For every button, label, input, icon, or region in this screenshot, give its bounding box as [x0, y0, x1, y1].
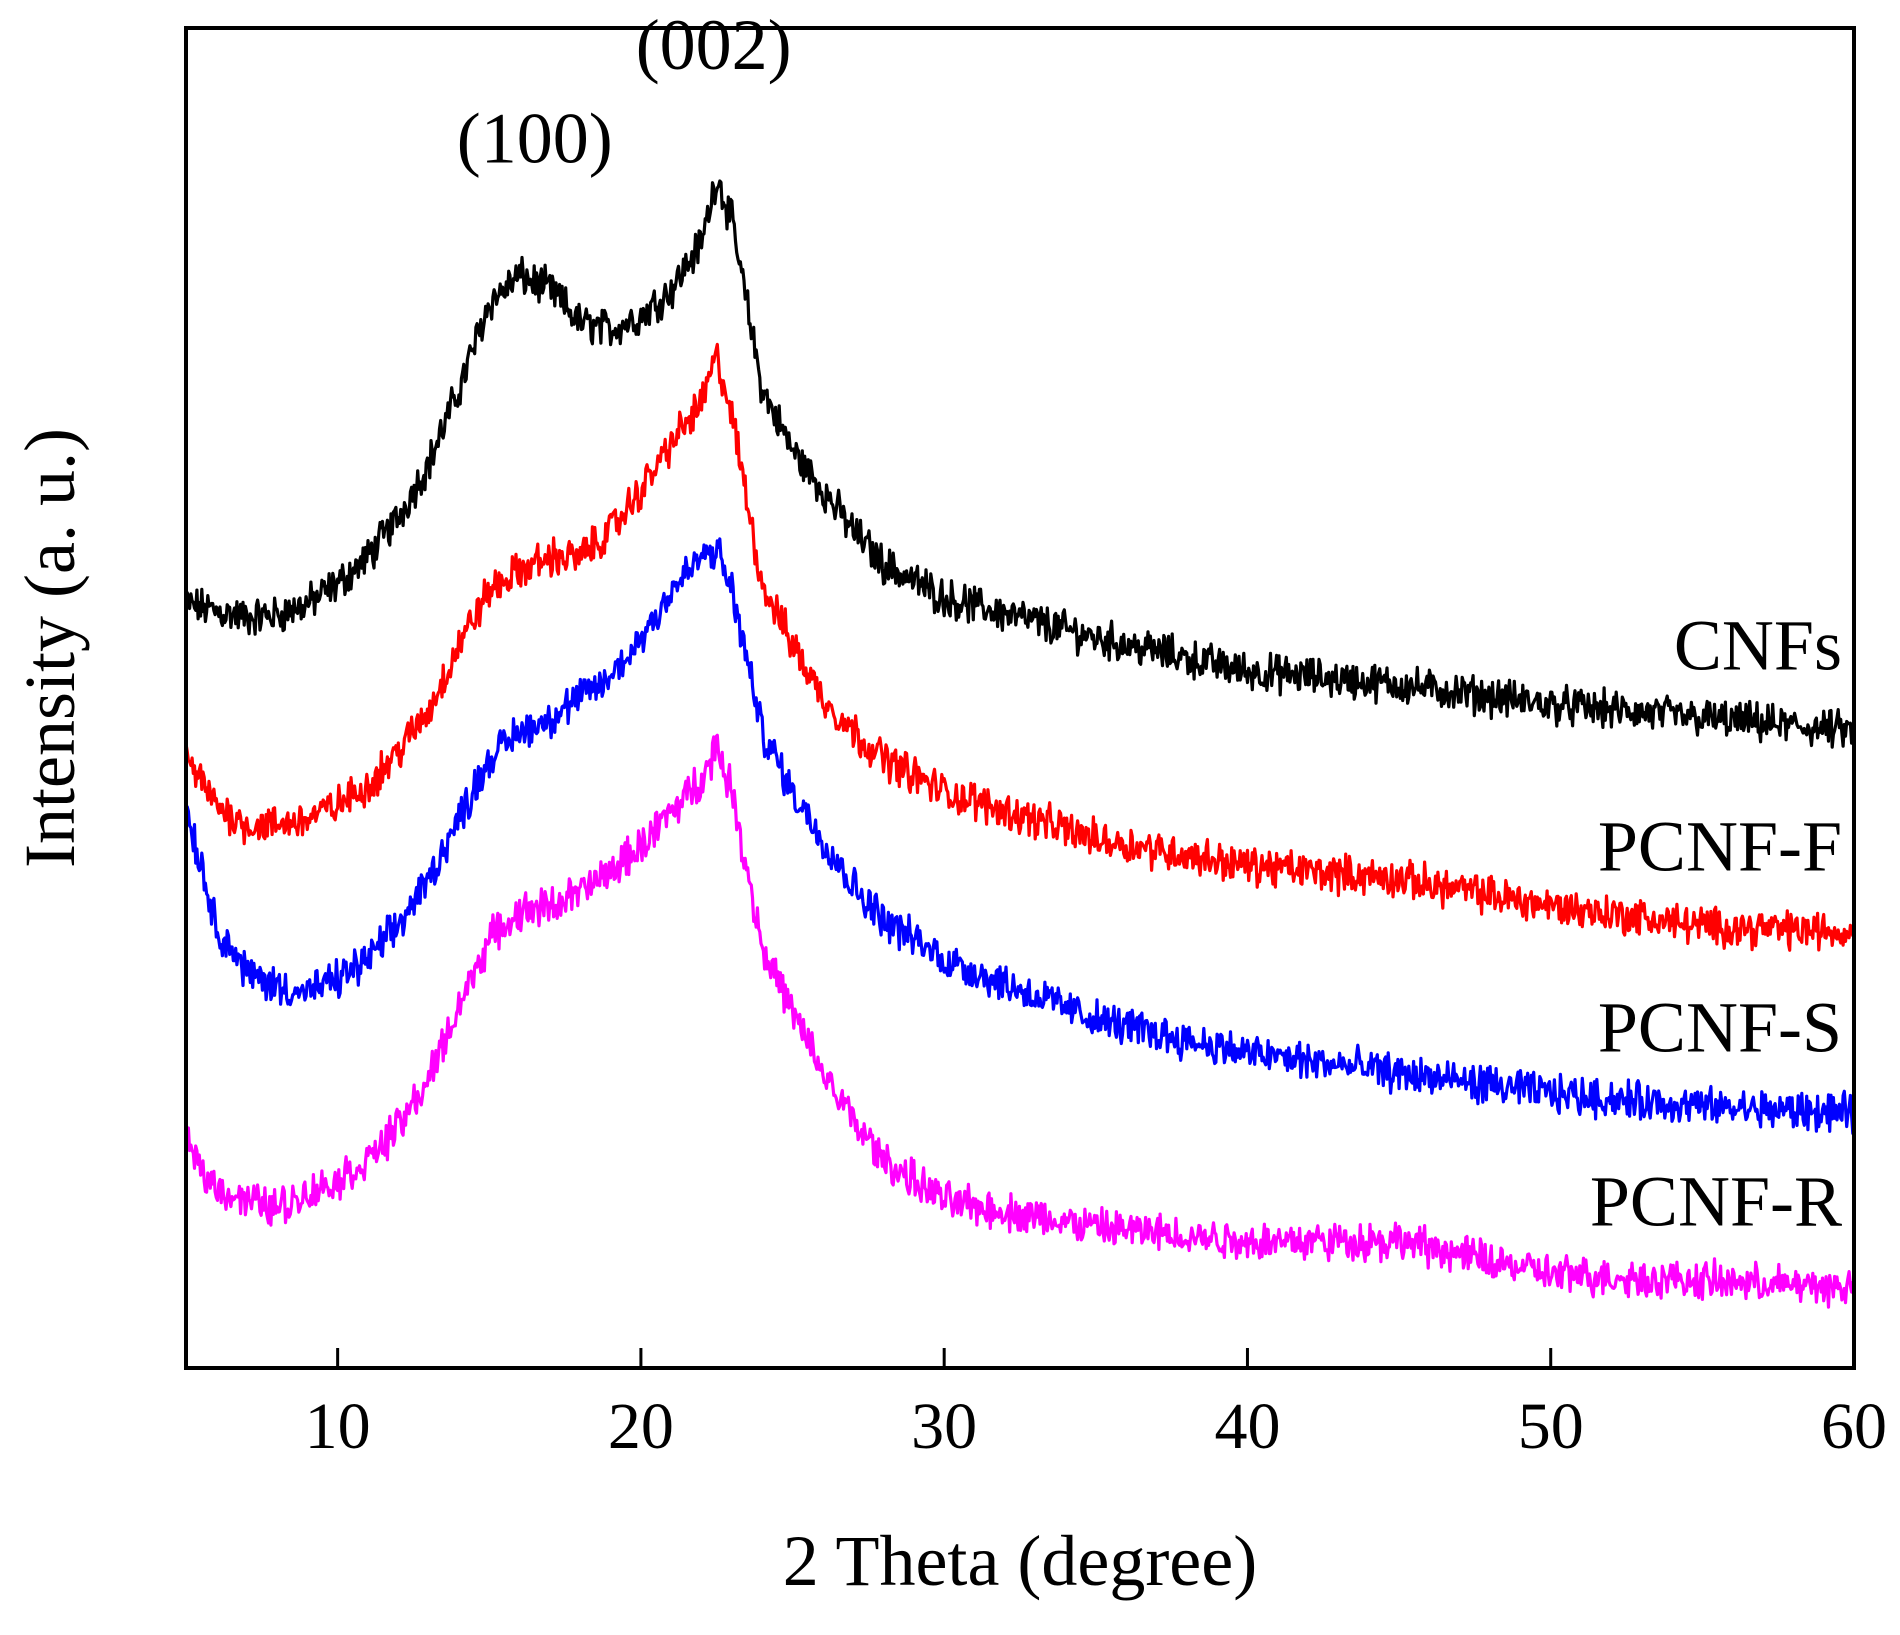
series-label-pcnf-r: PCNF-R	[1590, 1162, 1842, 1242]
peak-annotations: (100) (002)	[457, 5, 792, 179]
x-axis-title: 2 Theta (degree)	[783, 1521, 1257, 1601]
series-line-pcnf-f	[184, 342, 1855, 952]
x-tick-label: 40	[1214, 1390, 1280, 1463]
x-axis-ticks: 10 20 30 40 50 60	[305, 1348, 1887, 1463]
peak-annotation: (002)	[636, 5, 792, 85]
x-tick-label: 30	[911, 1390, 977, 1463]
y-axis-title: Intensity (a. u.)	[10, 428, 90, 868]
series-layer	[184, 179, 1856, 1309]
series-label-pcnf-f: PCNF-F	[1598, 807, 1842, 887]
series-label-cnfs: CNFs	[1674, 606, 1842, 686]
x-tick-label: 10	[305, 1390, 371, 1463]
series-line-pcnf-s	[184, 537, 1856, 1135]
plot-frame	[184, 26, 1856, 1370]
series-line-cnfs	[184, 179, 1856, 749]
series-line-pcnf-r	[184, 733, 1856, 1309]
peak-annotation: (100)	[457, 99, 613, 179]
x-tick-label: 50	[1518, 1390, 1584, 1463]
series-labels: CNFs PCNF-F PCNF-S PCNF-R	[1590, 606, 1842, 1242]
x-tick-label: 60	[1821, 1390, 1887, 1463]
x-tick-label: 20	[608, 1390, 674, 1463]
series-label-pcnf-s: PCNF-S	[1598, 987, 1842, 1067]
